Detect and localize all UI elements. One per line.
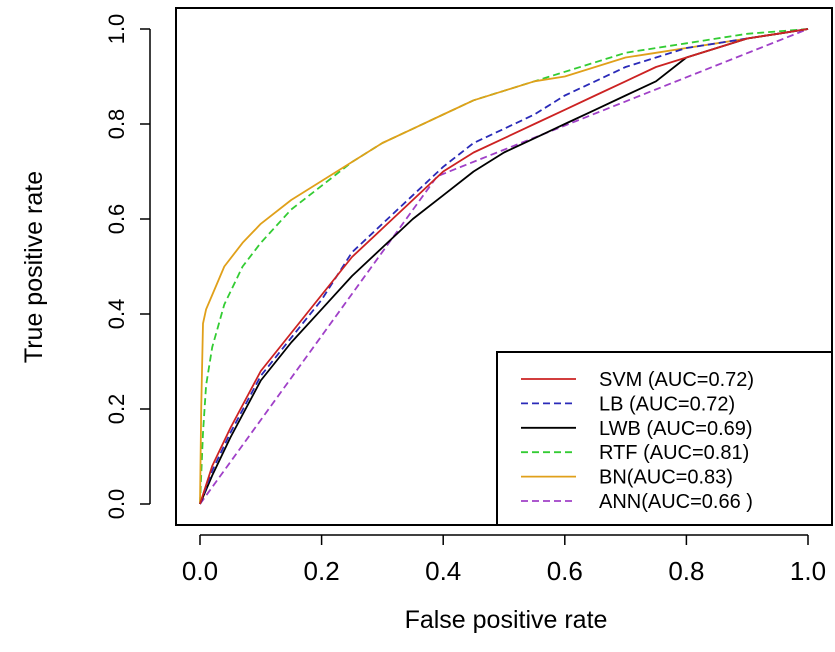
x-tick-label: 0.6 xyxy=(547,556,583,586)
series-lines xyxy=(199,28,809,505)
series-line-ann xyxy=(199,28,809,505)
legend-label: LB (AUC=0.72) xyxy=(599,393,735,415)
legend-label: ANN(AUC=0.66 ) xyxy=(599,491,753,513)
legend-label: BN(AUC=0.83) xyxy=(599,467,733,489)
x-tick-label: 0.2 xyxy=(304,556,340,586)
x-axis-title: False positive rate xyxy=(405,606,608,634)
x-tick-label: 1.0 xyxy=(790,556,826,586)
x-tick-label: 0.0 xyxy=(182,556,218,586)
x-axis: 0.0 0.2 0.4 0.6 0.8 1.0 xyxy=(182,534,826,586)
y-tick-label: 0.6 xyxy=(104,204,129,235)
y-tick-label: 0.2 xyxy=(104,394,129,425)
legend-box xyxy=(496,351,833,526)
legend: SVM (AUC=0.72)LB (AUC=0.72) LWB (AUC=0.69… xyxy=(496,351,833,526)
y-axis: 0.0 0.2 0.4 0.6 0.8 1.0 xyxy=(104,14,151,520)
y-tick-label: 0.4 xyxy=(104,299,129,330)
y-axis-title: True positive rate xyxy=(20,171,48,363)
legend-label: LWB (AUC=0.69) xyxy=(599,418,753,440)
x-tick-label: 0.8 xyxy=(668,556,704,586)
series-line-lb xyxy=(199,28,809,505)
series-line-svm xyxy=(199,28,809,505)
y-tick-label: 1.0 xyxy=(104,14,129,45)
y-tick-label: 0.0 xyxy=(104,489,129,520)
legend-label: RTF (AUC=0.81) xyxy=(599,442,749,464)
x-tick-label: 0.4 xyxy=(425,556,461,586)
y-tick-label: 0.8 xyxy=(104,109,129,140)
legend-label: SVM (AUC=0.72) xyxy=(599,369,754,391)
